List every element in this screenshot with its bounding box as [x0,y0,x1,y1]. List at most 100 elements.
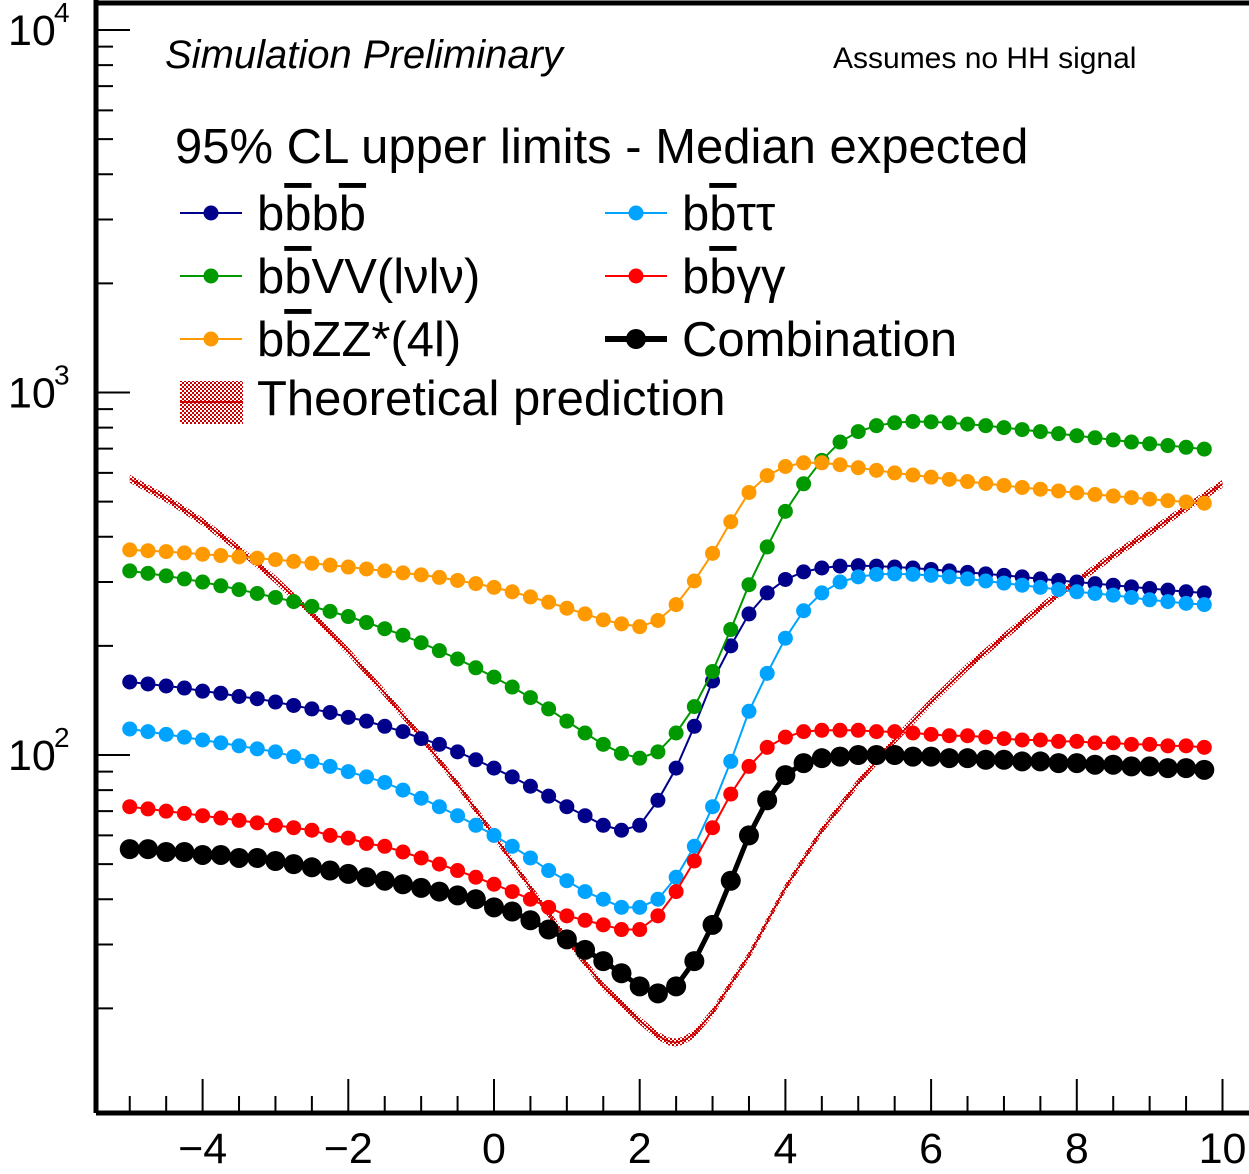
data-point [993,749,1014,770]
legend-entry: bbZZ*(4l) [180,313,461,367]
data-point [978,573,994,589]
data-point [1103,754,1124,775]
chart-title: Simulation Preliminary [165,33,566,77]
data-point [541,788,557,804]
data-point [559,908,575,924]
data-point [686,573,702,589]
data-point [887,724,903,740]
data-point [522,690,538,706]
data-point [468,660,484,676]
legend-entry: Theoretical prediction [180,372,725,426]
data-point [796,724,812,740]
data-point [1069,485,1085,501]
data-point [632,619,648,635]
data-point [231,738,247,754]
data-point [1196,441,1212,457]
data-point [359,769,375,785]
data-point [1105,587,1121,603]
data-point [340,709,356,725]
series-1 [122,566,1212,915]
data-point [1014,732,1030,748]
legend-entry: Combination [605,313,957,367]
data-point [377,718,393,734]
data-point [195,732,211,748]
data-point [122,674,138,690]
data-point [741,577,757,593]
data-point [413,567,429,583]
data-point [1142,436,1158,452]
data-point [887,415,903,431]
data-point [267,694,283,710]
data-point [796,455,812,471]
data-point [668,725,684,741]
data-point [868,566,884,582]
data-point [632,750,648,766]
data-point [502,901,523,922]
data-point [850,460,866,476]
data-point [1194,759,1215,780]
data-point [978,729,994,745]
data-point [340,830,356,846]
data-point [611,963,632,984]
data-point [286,594,302,610]
data-point [832,722,848,738]
data-point [465,889,486,910]
data-point [960,416,976,432]
data-point [1196,495,1212,511]
data-point [720,870,741,891]
data-point [450,744,466,760]
data-point [395,844,411,860]
data-point [723,786,739,802]
data-point [686,699,702,715]
data-point [1014,577,1030,593]
data-point [595,817,611,833]
data-point [613,922,629,938]
data-point [504,679,520,695]
data-point [265,851,286,872]
data-point [613,899,629,915]
data-point [723,621,739,637]
data-point [195,546,211,562]
data-point [447,885,468,906]
data-point [395,627,411,643]
data-point [1123,434,1139,450]
data-point [850,424,866,440]
x-tick-label: 2 [628,1125,652,1169]
data-point [1121,756,1142,777]
data-point [1087,430,1103,446]
data-point [486,579,502,595]
data-point [304,555,320,571]
series-layer [119,413,1215,1004]
series-5 [119,745,1215,1004]
data-point [1014,479,1030,495]
data-point [468,817,484,833]
data-point [377,563,393,579]
data-point [522,589,538,605]
data-point [504,884,520,900]
legend-marker [203,205,219,221]
data-point [140,543,156,559]
theory-band [129,474,1223,1047]
data-point [905,566,921,582]
legend-marker [628,205,644,221]
data-point [486,760,502,776]
series-4 [122,455,1212,635]
data-point [595,917,611,933]
data-point [119,839,140,860]
y-tick-exponent: 2 [54,722,70,753]
data-point [176,571,192,587]
data-point [666,976,687,997]
data-point [413,635,429,651]
data-point [850,558,866,574]
data-point [431,643,447,659]
data-point [156,842,177,863]
data-point [595,612,611,628]
data-point [413,731,429,747]
data-point [650,792,666,808]
data-point [1014,422,1030,438]
data-point [377,838,393,854]
legend-label: Combination [682,313,957,367]
data-point [340,609,356,625]
